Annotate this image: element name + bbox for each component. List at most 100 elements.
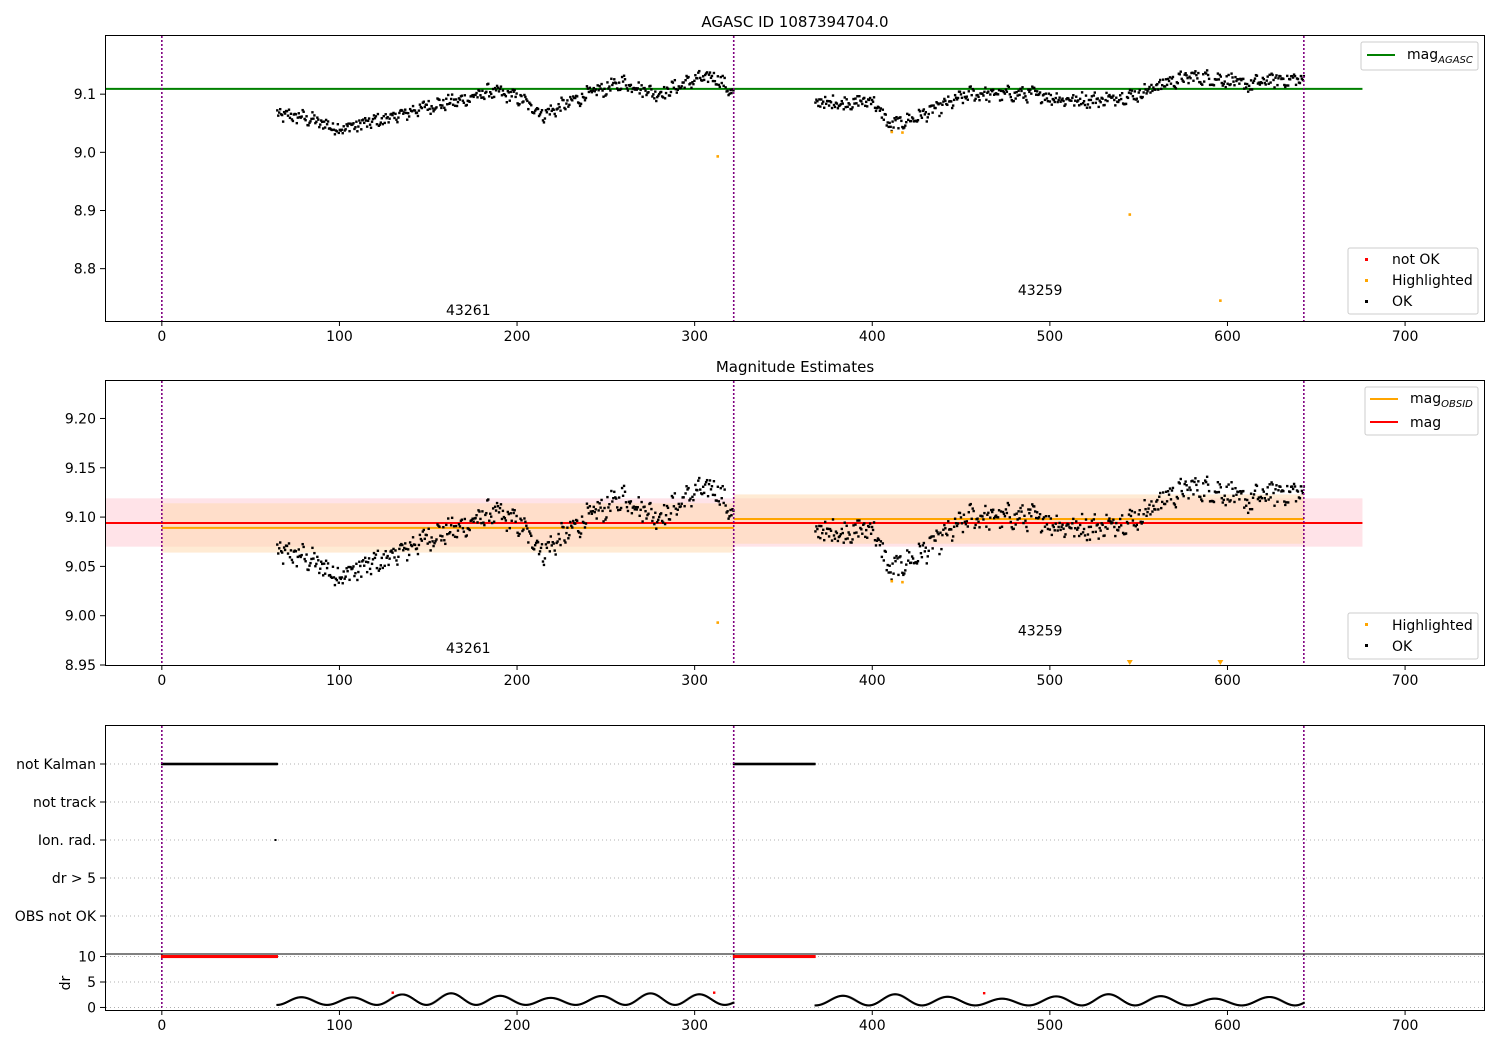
- dr-point: [308, 998, 311, 1001]
- ok-point: [713, 493, 717, 497]
- ok-point: [1165, 500, 1169, 503]
- ok-point: [821, 102, 824, 105]
- ok-point: [694, 73, 697, 77]
- ok-point: [326, 120, 330, 123]
- ok-point: [1007, 503, 1011, 507]
- ok-point: [955, 524, 959, 528]
- dr-point: [681, 1001, 684, 1004]
- ok-point: [1186, 76, 1189, 80]
- ok-point: [725, 511, 728, 514]
- ok-point: [553, 549, 556, 552]
- ok-point: [1097, 105, 1100, 109]
- dr-saturated-point: [189, 955, 192, 959]
- dr-saturated-point: [164, 955, 167, 959]
- ok-point: [452, 525, 456, 528]
- flag-point: [166, 762, 169, 766]
- ok-point: [944, 99, 947, 102]
- ok-point: [693, 493, 696, 496]
- ok-point: [1300, 77, 1304, 80]
- ok-point: [427, 527, 430, 531]
- dr-point: [528, 1003, 531, 1006]
- ok-point: [280, 551, 284, 554]
- dr-point: [513, 1000, 516, 1003]
- ok-point: [428, 540, 431, 544]
- ok-point: [698, 69, 701, 73]
- dr-saturated-point: [206, 955, 209, 959]
- dr-point: [881, 998, 884, 1001]
- ok-point: [337, 581, 341, 584]
- dr-point: [573, 1003, 576, 1006]
- ok-point: [525, 524, 528, 527]
- ok-point: [990, 508, 993, 512]
- dr-saturated-point: [175, 955, 178, 959]
- dr-saturated-point: [184, 955, 187, 959]
- dr-point: [843, 994, 846, 997]
- ok-point: [1013, 91, 1016, 94]
- ok-point: [599, 87, 602, 90]
- ok-point: [582, 96, 586, 99]
- dr-point: [815, 1004, 818, 1007]
- ok-point: [814, 101, 817, 104]
- ok-point: [1181, 492, 1184, 496]
- ok-point: [907, 118, 910, 122]
- dr-saturated-point: [750, 955, 753, 959]
- ok-point: [882, 559, 886, 562]
- dr-point: [868, 1004, 871, 1007]
- dr-point: [402, 993, 405, 996]
- highlighted-point: [890, 130, 894, 134]
- dr-saturated-point: [756, 955, 759, 959]
- ok-point: [851, 538, 854, 541]
- ok-point: [1062, 527, 1065, 530]
- dr-point: [494, 995, 497, 998]
- dr-point: [840, 994, 843, 997]
- dr-point: [907, 998, 910, 1001]
- dr-saturated-point: [774, 955, 777, 959]
- dr-point: [324, 1003, 327, 1006]
- ok-point: [635, 88, 638, 91]
- ok-point: [655, 527, 658, 530]
- ok-point: [532, 548, 536, 551]
- flag-point: [787, 762, 790, 766]
- ok-point: [322, 120, 326, 123]
- ok-point: [1029, 508, 1032, 511]
- ok-point: [1154, 88, 1157, 91]
- dr-saturated-point: [193, 955, 195, 959]
- dr-saturated-point: [744, 955, 747, 959]
- ok-point: [512, 511, 515, 515]
- ok-point: [852, 97, 855, 101]
- ok-point: [897, 573, 900, 577]
- dr-point: [831, 998, 833, 1001]
- ok-point: [1143, 82, 1146, 86]
- ok-point: [508, 526, 511, 530]
- ok-point: [1192, 493, 1195, 496]
- ok-point: [433, 542, 436, 545]
- dr-saturated-point: [173, 955, 176, 959]
- dr-point: [1104, 993, 1107, 996]
- dr-point: [1294, 1004, 1296, 1007]
- dr-saturated-point: [260, 955, 263, 959]
- dr-point: [601, 995, 604, 998]
- ok-point: [488, 95, 491, 98]
- dr-point: [1211, 997, 1213, 1000]
- ok-point: [577, 531, 581, 534]
- ok-point: [1277, 489, 1280, 492]
- dr-saturated-point: [265, 955, 268, 959]
- ok-point: [1070, 99, 1073, 102]
- ok-point: [1004, 88, 1008, 91]
- dr-point: [1089, 1002, 1091, 1005]
- ok-point: [1244, 498, 1247, 501]
- ok-point: [905, 563, 908, 566]
- dr-point: [410, 996, 413, 999]
- dr-point: [278, 1003, 281, 1006]
- dr-point: [649, 992, 652, 995]
- dr-saturated-point: [778, 955, 781, 959]
- dr-point: [457, 994, 459, 997]
- dr-point: [366, 1001, 369, 1004]
- dr-point: [1171, 998, 1173, 1001]
- dr-point: [937, 998, 940, 1001]
- ok-point: [874, 544, 878, 547]
- ok-point: [705, 71, 709, 74]
- ok-point: [871, 528, 875, 532]
- dr-point: [1155, 995, 1158, 998]
- dr-point: [514, 1000, 517, 1003]
